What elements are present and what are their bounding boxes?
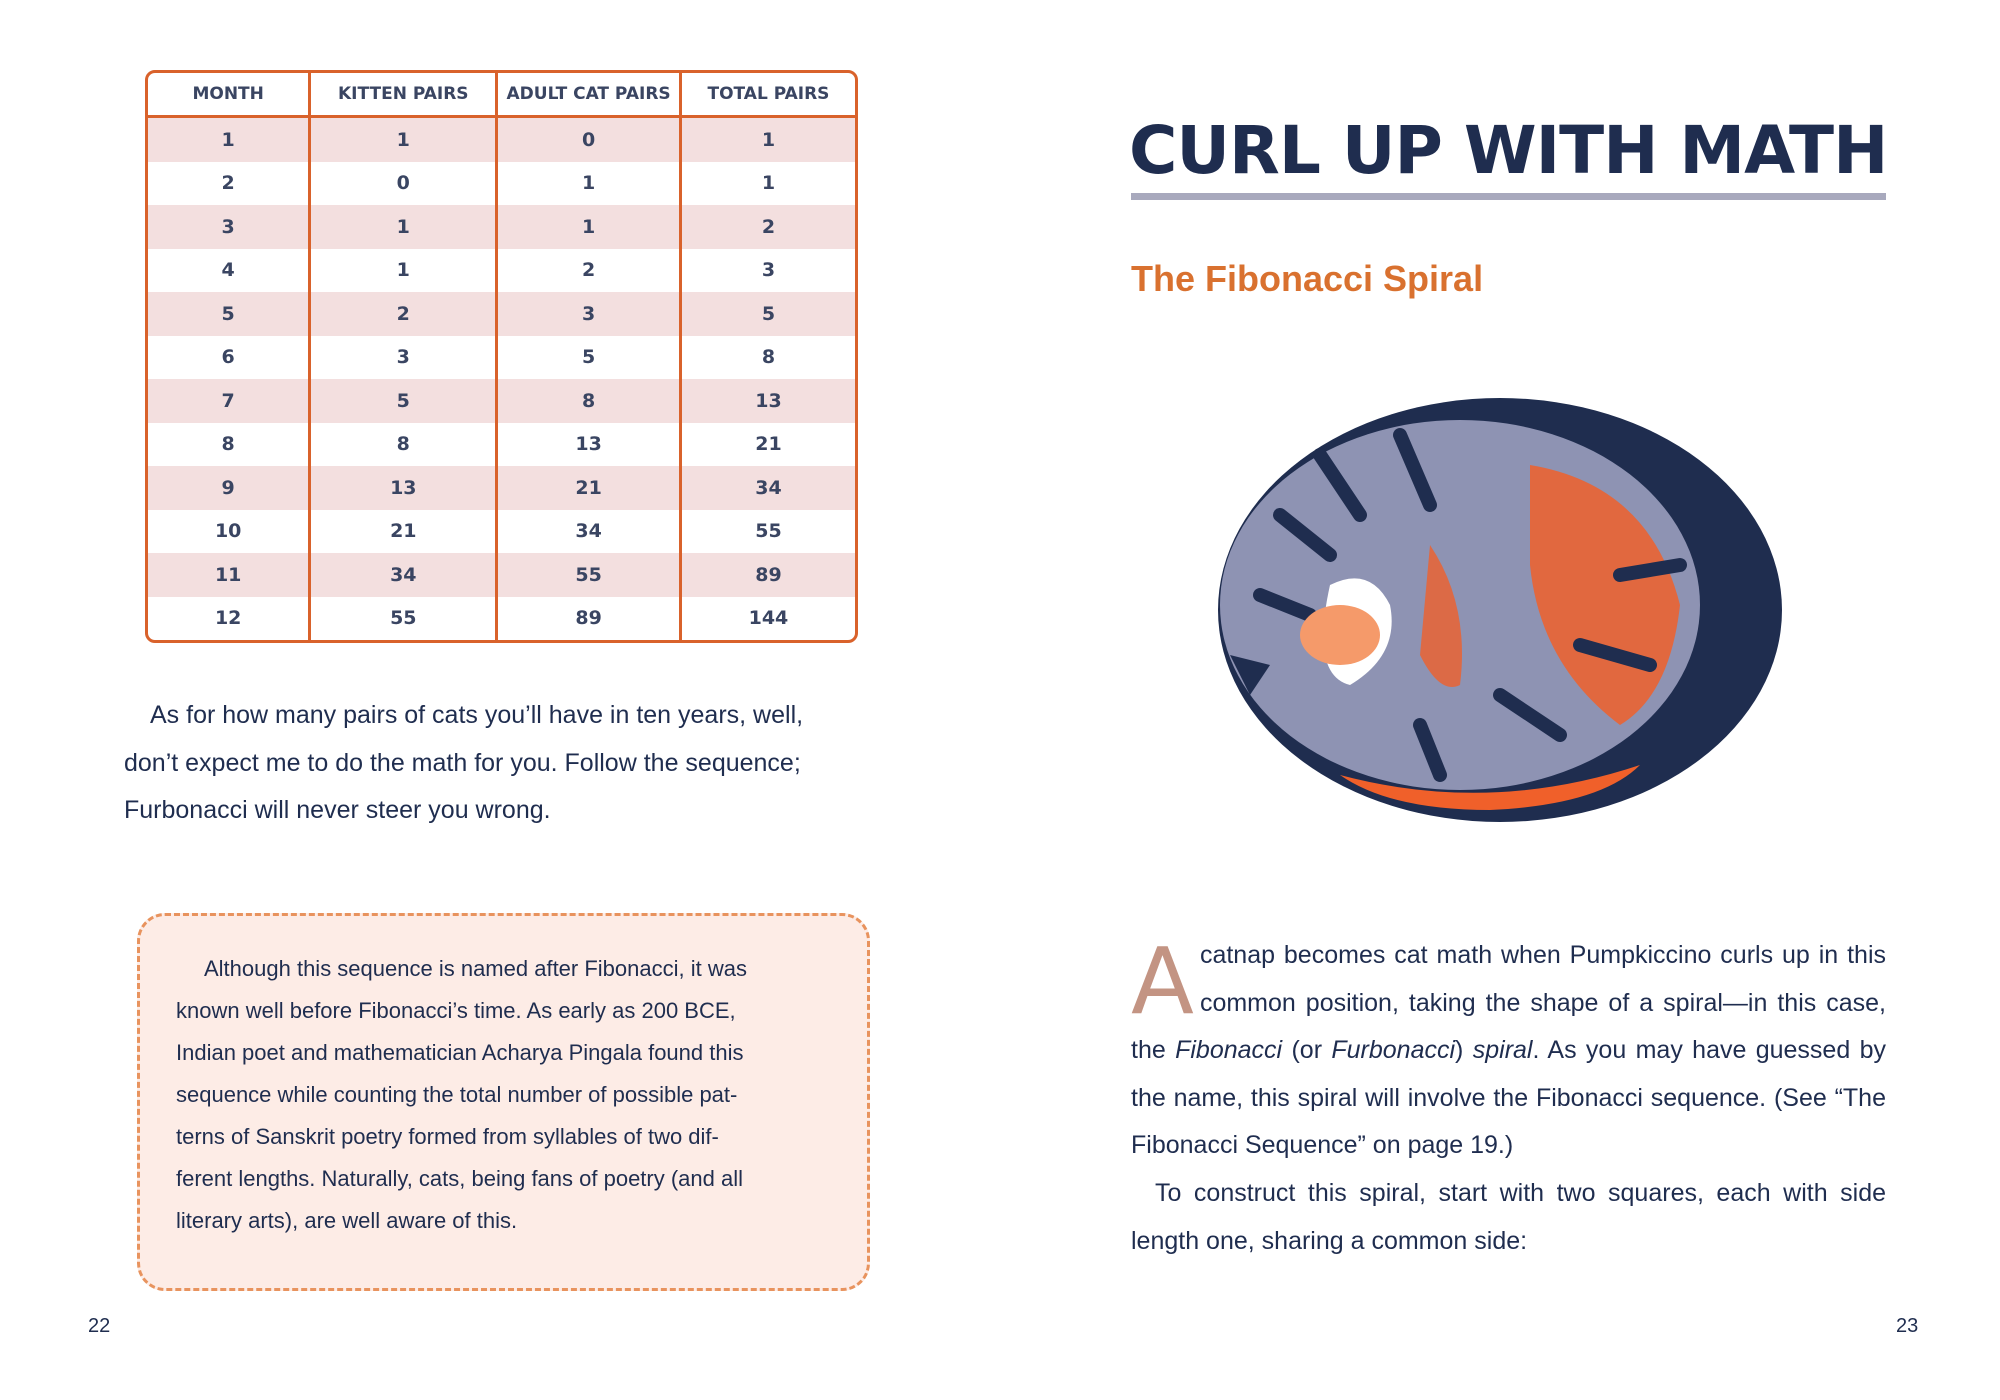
table-cell: 1	[148, 118, 309, 162]
text-segment: catnap becomes cat math when Pumpkiccino…	[1131, 941, 1886, 1064]
table-cell: 8	[221, 433, 235, 456]
table-cell: 0	[495, 118, 679, 162]
text-segment: Furbonacci	[1331, 1036, 1456, 1064]
table-cell: 55	[495, 553, 679, 597]
table-cell: 89	[495, 596, 679, 640]
table-cell: 21	[308, 509, 495, 553]
callout-box: Although this sequence is named after Fi…	[137, 913, 870, 1291]
table-cell: 55	[678, 509, 855, 553]
fibonacci-table: MONTH KITTEN PAIRS ADULT CAT PAIRS TOTAL PA…	[145, 70, 858, 643]
table-cell: 21	[495, 466, 679, 510]
drop-cap: A	[1131, 928, 1194, 1035]
table-row: 8 8 13 21	[148, 422, 855, 466]
text-line: Although this sequence is named after Fi…	[204, 956, 747, 981]
table-cell: 3	[148, 205, 309, 249]
table-cell: 9	[148, 466, 309, 510]
table-cell: 8	[678, 335, 855, 379]
text-line: ferent lengths. Naturally, cats, being f…	[176, 1166, 744, 1191]
table-cell: 5	[148, 292, 309, 336]
table-cell: 34	[308, 553, 496, 597]
table-cell: 4	[221, 259, 235, 282]
table-cell: 144	[678, 596, 855, 640]
table-cell: 5	[308, 379, 496, 423]
text-line: don’t expect me to do the math for you. …	[124, 748, 801, 777]
table-cell: 2	[678, 205, 855, 249]
text-segment: Fibonacci	[1175, 1036, 1283, 1064]
table-header-cell: TOTAL PAIRS	[678, 73, 855, 118]
table-cell: 1	[678, 161, 855, 205]
text-line: Indian poet and mathematician Acharya Pi…	[176, 1040, 744, 1065]
page-number: 22	[88, 1315, 111, 1337]
table-cell: 1	[495, 205, 679, 249]
text-line: As for how many pairs of cats you’ll hav…	[150, 701, 804, 729]
text-segment: spiral	[1472, 1036, 1533, 1064]
table-row: 11 34 55 89	[148, 553, 855, 597]
table-row: 9 13 21 34	[148, 466, 855, 510]
table-cell: 1	[495, 161, 679, 205]
table-cell: 3	[308, 335, 495, 379]
table-cell: 1	[678, 118, 855, 162]
table-row: 12 55 89 144	[148, 596, 855, 640]
body-paragraph: To construct this spiral, start with two…	[1131, 1179, 1886, 1255]
text-line: Furbonacci will never steer you wrong.	[124, 796, 551, 824]
table-cell: 6	[221, 346, 235, 369]
subtitle: The Fibonacci Spiral	[1131, 258, 1484, 299]
table-cell: 12	[214, 607, 242, 630]
table-cell: 34	[678, 466, 855, 510]
table-header-cell: MONTH	[148, 73, 309, 118]
text-segment: (or	[1282, 1036, 1332, 1064]
table-cell: 21	[678, 422, 855, 466]
text-line: literary arts), are well aware of this.	[176, 1208, 518, 1233]
table-row: 10 21 34 55	[148, 509, 855, 553]
cat-illustration	[1218, 398, 1782, 822]
text-segment: )	[1455, 1036, 1473, 1064]
table-cell: 13	[308, 466, 496, 510]
page-number: 23	[1896, 1315, 1919, 1337]
table-cell: 13	[495, 422, 679, 466]
table-cell: 3	[495, 292, 679, 336]
table-cell: 0	[308, 161, 495, 205]
table-cell: 10	[214, 520, 242, 543]
table-cell: 5	[678, 292, 855, 336]
table-cell: 55	[308, 596, 495, 640]
table-header-cell: ADULT CAT PAIRS	[495, 73, 679, 118]
table-cell: 1	[308, 205, 496, 249]
table-cell: 2	[221, 172, 235, 195]
table-cell: 1	[308, 118, 496, 162]
page-title: CURL UP WITH MATH	[1129, 112, 1888, 189]
table-cell: 13	[678, 379, 855, 423]
text-line: sequence while counting the total number…	[176, 1082, 738, 1107]
table-cell: 5	[495, 335, 679, 379]
table-cell: 8	[308, 422, 495, 466]
text-segment: . As you may have guessed by the name, t…	[1131, 1036, 1886, 1159]
table-cell: 89	[678, 553, 855, 597]
table-cell: 7	[148, 379, 309, 423]
text-line: known well before Fibonacci’s time. As e…	[176, 998, 736, 1023]
table-cell: 8	[495, 379, 679, 423]
table-row: 7 5 8 13	[148, 379, 855, 423]
table-cell: 1	[308, 248, 495, 292]
table-header-cell: KITTEN PAIRS	[308, 73, 496, 118]
table-cell: 3	[678, 248, 855, 292]
table-cell: 34	[495, 509, 679, 553]
table-cell: 11	[148, 553, 309, 597]
table-cell: 2	[495, 248, 679, 292]
title-rule	[1131, 193, 1886, 200]
text-line: terns of Sanskrit poetry formed from syl…	[176, 1124, 719, 1149]
table-cell: 2	[308, 292, 496, 336]
